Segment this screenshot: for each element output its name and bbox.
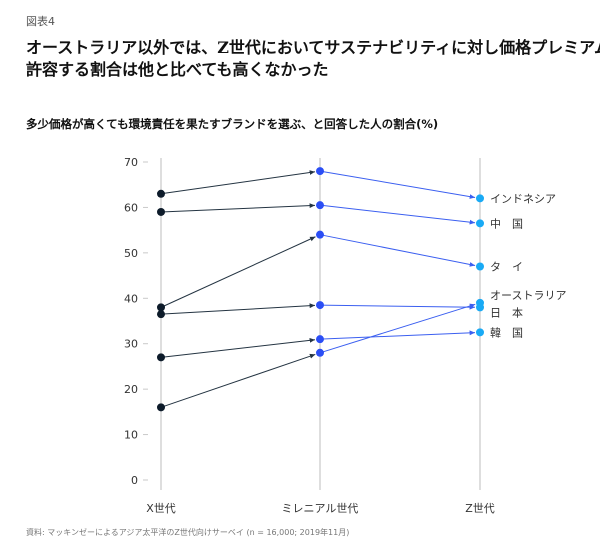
- data-point: [316, 348, 324, 357]
- source-note: 資料: マッキンゼーによるアジア太平洋のZ世代向けサーベイ (n = 16,00…: [26, 528, 350, 537]
- series-segment: [160, 303, 316, 315]
- category-label: Z世代: [465, 502, 495, 515]
- data-point: [476, 303, 484, 312]
- data-point: [476, 219, 484, 228]
- series-segment: [319, 204, 476, 225]
- series-segment: [160, 203, 316, 213]
- data-point: [157, 303, 165, 312]
- data-point: [316, 335, 324, 344]
- y-tick-label: 30: [124, 338, 138, 351]
- headline-line-2: 許容する割合は他と比べても高くなかった: [26, 60, 329, 79]
- data-point: [476, 328, 484, 337]
- series-segment: [319, 330, 476, 340]
- series-label: オーストラリア: [490, 289, 566, 302]
- series-segment: [319, 234, 476, 267]
- data-point: [157, 310, 165, 319]
- data-point: [316, 167, 324, 176]
- y-tick-label: 70: [124, 156, 138, 169]
- data-point: [157, 189, 165, 198]
- series-segment: [160, 337, 316, 358]
- chart-subtitle: 多少価格が高くても環境責任を果たすブランドを選ぶ、と回答した人の割合(%): [26, 117, 439, 131]
- data-point: [316, 301, 324, 310]
- series-label: タ イ: [490, 260, 523, 273]
- series-segment: [319, 304, 476, 310]
- data-point: [157, 403, 165, 412]
- figure-label: 図表4: [26, 15, 55, 28]
- category-label: ミレニアル世代: [282, 502, 359, 515]
- y-tick-label: 60: [124, 201, 138, 214]
- headline-line-1: オーストラリア以外では、Z世代においてサステナビリティに対し価格プレミアムを: [26, 38, 600, 57]
- series-label: 韓 国: [490, 326, 523, 339]
- data-point: [316, 201, 324, 210]
- data-point: [157, 207, 165, 216]
- headline: オーストラリア以外では、Z世代においてサステナビリティに対し価格プレミアムを 許…: [26, 37, 600, 81]
- data-point: [476, 262, 484, 271]
- y-tick-label: 50: [124, 247, 138, 260]
- data-point: [157, 353, 165, 362]
- y-tick-label: 40: [124, 292, 138, 305]
- data-point: [316, 230, 324, 239]
- y-tick-label: 10: [124, 429, 138, 442]
- series-segment: [160, 236, 316, 308]
- series-segment: [160, 353, 316, 408]
- series-label: 日 本: [490, 305, 523, 319]
- series-segment: [319, 303, 476, 354]
- data-point: [476, 194, 484, 203]
- series-label: インドネシア: [490, 192, 556, 205]
- y-tick-label: 0: [131, 474, 138, 487]
- series-label: 中 国: [490, 217, 523, 230]
- series-segment: [160, 170, 316, 195]
- y-tick-label: 20: [124, 383, 138, 396]
- category-label: X世代: [146, 502, 176, 515]
- series-segment: [319, 170, 476, 199]
